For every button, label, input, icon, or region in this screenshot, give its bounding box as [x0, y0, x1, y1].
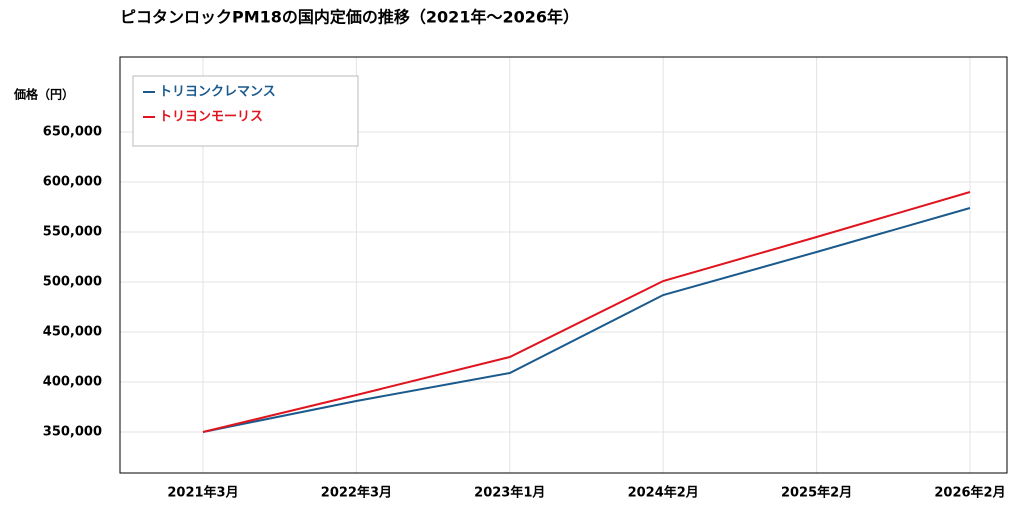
line-series: [202, 207, 971, 433]
legend-label: トリヨンモーリス: [159, 110, 263, 125]
legend-label: トリヨンクレマンス: [159, 85, 276, 100]
x-tick-label: 2025年2月: [781, 485, 852, 501]
y-tick-label: 450,000: [43, 325, 102, 340]
x-tick-label: 2024年2月: [628, 485, 699, 501]
y-tick-label: 400,000: [43, 375, 102, 390]
y-tick-label: 550,000: [43, 225, 102, 240]
chart-title: ピコタンロックPM18の国内定価の推移（2021年〜2026年）: [120, 8, 579, 27]
y-tick-label: 500,000: [43, 275, 102, 290]
x-tick-label: 2023年1月: [474, 485, 545, 501]
x-tick-label: 2021年3月: [167, 485, 238, 501]
y-tick-label: 650,000: [43, 125, 102, 140]
x-tick-label: 2026年2月: [934, 485, 1005, 501]
x-tick-label: 2022年3月: [321, 485, 392, 501]
line-series: [202, 191, 971, 433]
legend-box: [132, 75, 359, 147]
y-tick-label: 600,000: [43, 175, 102, 190]
plot-frame: [119, 56, 1008, 474]
y-tick-label: 350,000: [43, 425, 102, 440]
y-axis-label: 価格（円）: [13, 87, 74, 102]
